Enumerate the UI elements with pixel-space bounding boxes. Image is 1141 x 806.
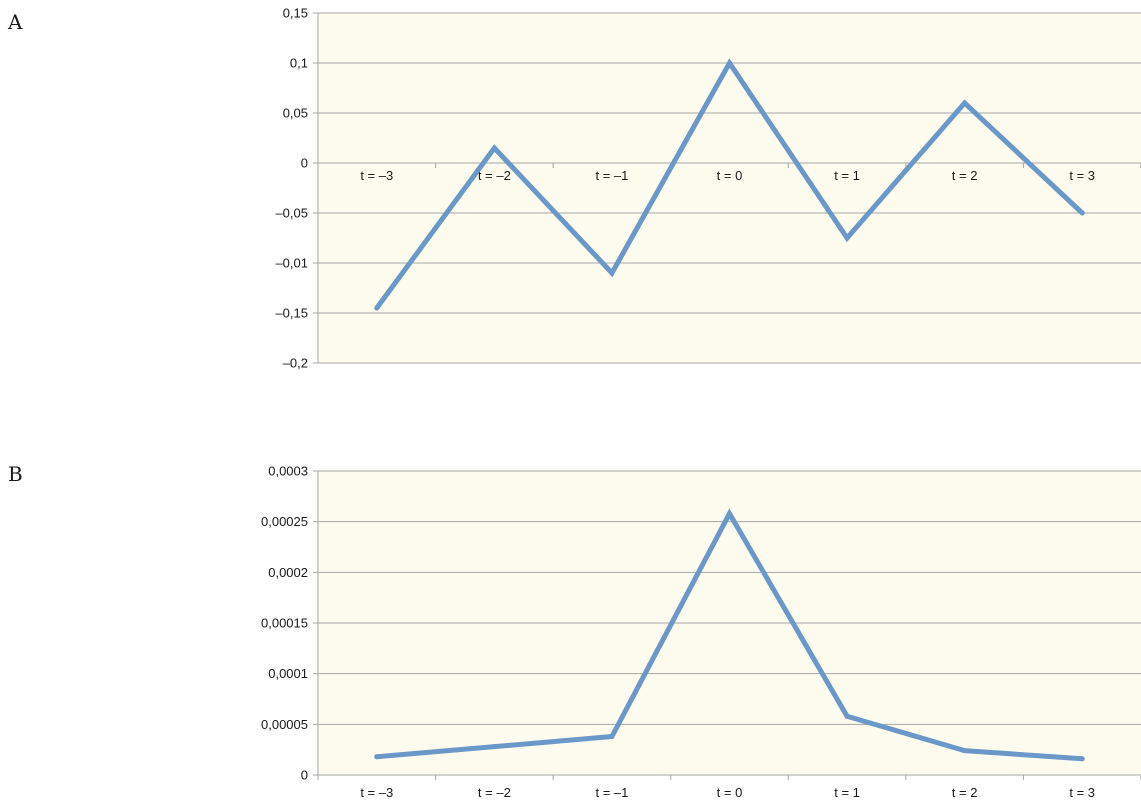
- y-tick-label: 0,0003: [268, 464, 308, 479]
- data-point: [1079, 756, 1085, 762]
- y-tick-label: 0,0002: [268, 565, 308, 580]
- data-point: [962, 748, 968, 754]
- data-point: [844, 713, 850, 719]
- data-point: [962, 100, 968, 106]
- x-tick-label: t = 3: [1069, 785, 1095, 800]
- data-point: [374, 754, 380, 760]
- x-tick-label: t = 1: [834, 168, 860, 183]
- x-tick-label: t = –3: [360, 785, 393, 800]
- x-tick-label: t = 1: [834, 785, 860, 800]
- y-tick-label: 0,0001: [268, 666, 308, 681]
- x-tick-label: t = 2: [952, 785, 978, 800]
- data-point: [609, 270, 615, 276]
- chart-b: 0,0003 0,00025 0,0002 0,00015 0,0001 0,00005 0…: [261, 464, 1141, 800]
- chart-a: 0,15 0,1 0,05 0 –0,05 –0,01 –0,15 –0,2 t = –3 t =…: [275, 6, 1141, 371]
- y-tick-label: 0,00025: [261, 514, 308, 529]
- y-tick-label: 0,1: [290, 56, 308, 71]
- y-tick-label: 0: [301, 768, 308, 783]
- y-tick-label: –0,15: [275, 306, 308, 321]
- x-tick-label: t = 2: [952, 168, 978, 183]
- data-point: [844, 235, 850, 241]
- panel-b-label: B: [8, 462, 23, 486]
- x-tick-label: t = –1: [595, 785, 628, 800]
- x-tick-label: t = 0: [717, 168, 743, 183]
- y-tick-label: 0: [301, 156, 308, 171]
- x-tick-label: t = –2: [478, 168, 511, 183]
- data-point: [1079, 210, 1085, 216]
- x-tick-label: t = –1: [595, 168, 628, 183]
- y-tick-label: 0,00015: [261, 616, 308, 631]
- x-tick-label: t = –2: [478, 785, 511, 800]
- y-tick-label: 0,05: [283, 106, 308, 121]
- plot-area: [318, 13, 1141, 363]
- x-tick-label: t = –3: [360, 168, 393, 183]
- x-tick-label: t = 0: [717, 785, 743, 800]
- data-point: [374, 305, 380, 311]
- y-tick-label: –0,05: [275, 206, 308, 221]
- y-tick-label: 0,15: [283, 6, 308, 21]
- y-tick-label: –0,01: [275, 256, 308, 271]
- data-point: [491, 744, 497, 750]
- y-tick-label: –0,2: [283, 356, 308, 371]
- y-tick-label: 0,00005: [261, 717, 308, 732]
- panel-a-label: A: [8, 10, 23, 34]
- data-point: [727, 60, 732, 66]
- data-point: [609, 733, 615, 739]
- data-point: [491, 145, 497, 151]
- data-point: [727, 511, 732, 517]
- x-tick-label: t = 3: [1069, 168, 1095, 183]
